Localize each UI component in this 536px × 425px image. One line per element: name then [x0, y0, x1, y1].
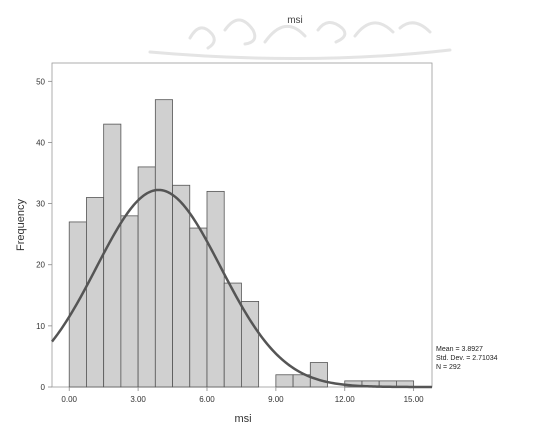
normal-curve	[51, 188, 432, 389]
bars-group	[68, 99, 415, 388]
x-axis-ticks: 0.00 3.00 6.00 9.00 12.00 15.00	[61, 387, 424, 404]
y-tick-label: 20	[36, 261, 45, 270]
y-axis-label: Frequency	[15, 199, 27, 251]
histogram-bar	[172, 184, 191, 388]
x-tick-label: 0.00	[61, 395, 77, 404]
stats-n: N = 292	[436, 364, 461, 371]
x-tick-label: 6.00	[199, 395, 215, 404]
x-tick-label: 12.00	[335, 395, 356, 404]
chart-title: msi	[287, 15, 303, 26]
histogram-bar	[206, 190, 225, 388]
histogram-bar	[189, 227, 208, 388]
histogram-bar	[275, 374, 294, 388]
histogram-bar	[154, 99, 173, 388]
histogram-bar	[137, 166, 156, 388]
stats-box: Mean = 3.8927 Std. Dev. = 2.71034 N = 29…	[436, 345, 498, 372]
histogram-bar	[103, 123, 122, 388]
x-tick-label: 9.00	[268, 395, 284, 404]
y-tick-label: 40	[36, 138, 45, 147]
x-tick-label: 15.00	[404, 395, 425, 404]
stats-std-dev: Std. Dev. = 2.71034	[436, 355, 498, 362]
x-axis-label: msi	[234, 413, 251, 425]
histogram-bar	[241, 301, 260, 388]
y-tick-label: 0	[41, 383, 46, 392]
y-axis-ticks: 0 10 20 30 40 50	[36, 77, 52, 392]
stats-mean: Mean = 3.8927	[436, 346, 483, 353]
y-tick-label: 50	[36, 77, 45, 86]
histogram-bar	[86, 197, 105, 388]
x-tick-label: 3.00	[130, 395, 146, 404]
histogram-bar	[120, 215, 139, 388]
histogram-bar	[309, 362, 328, 388]
y-tick-label: 30	[36, 200, 45, 209]
y-tick-label: 10	[36, 322, 45, 331]
